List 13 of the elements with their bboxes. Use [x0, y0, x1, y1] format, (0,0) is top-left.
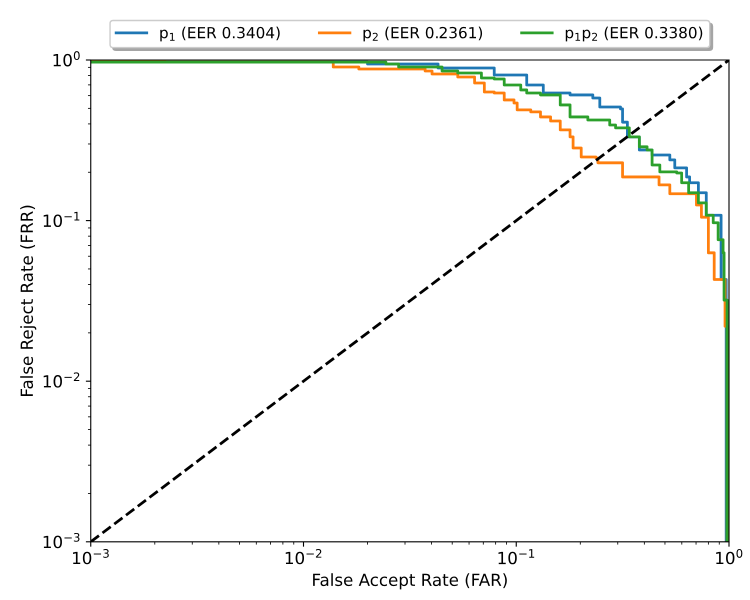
- x-tick-label: 10$^{−3}$: [72, 549, 109, 564]
- legend-label: p$_{1}$p$_{2}$ (EER 0.3380): [566, 26, 702, 42]
- x-tick-label: 10$^{0}$: [716, 549, 742, 564]
- y-tick-label: 10$^{−3}$: [44, 532, 80, 548]
- legend-label: p$_{2}$ (EER 0.2361): [364, 26, 482, 42]
- y-tick-label: 10$^{−1}$: [44, 212, 80, 228]
- x-axis-title: False Accept Rate (FAR): [313, 573, 507, 590]
- x-tick-label: 10$^{−1}$: [498, 549, 534, 564]
- legend-label: p$_{1}$ (EER 0.3404): [160, 26, 280, 42]
- y-axis-title: False Reject Rate (FRR): [20, 206, 36, 396]
- y-tick-label: 10$^{−2}$: [44, 372, 80, 388]
- x-tick-label: 10$^{−2}$: [286, 549, 322, 564]
- y-tick-label: 10$^{0}$: [54, 51, 80, 66]
